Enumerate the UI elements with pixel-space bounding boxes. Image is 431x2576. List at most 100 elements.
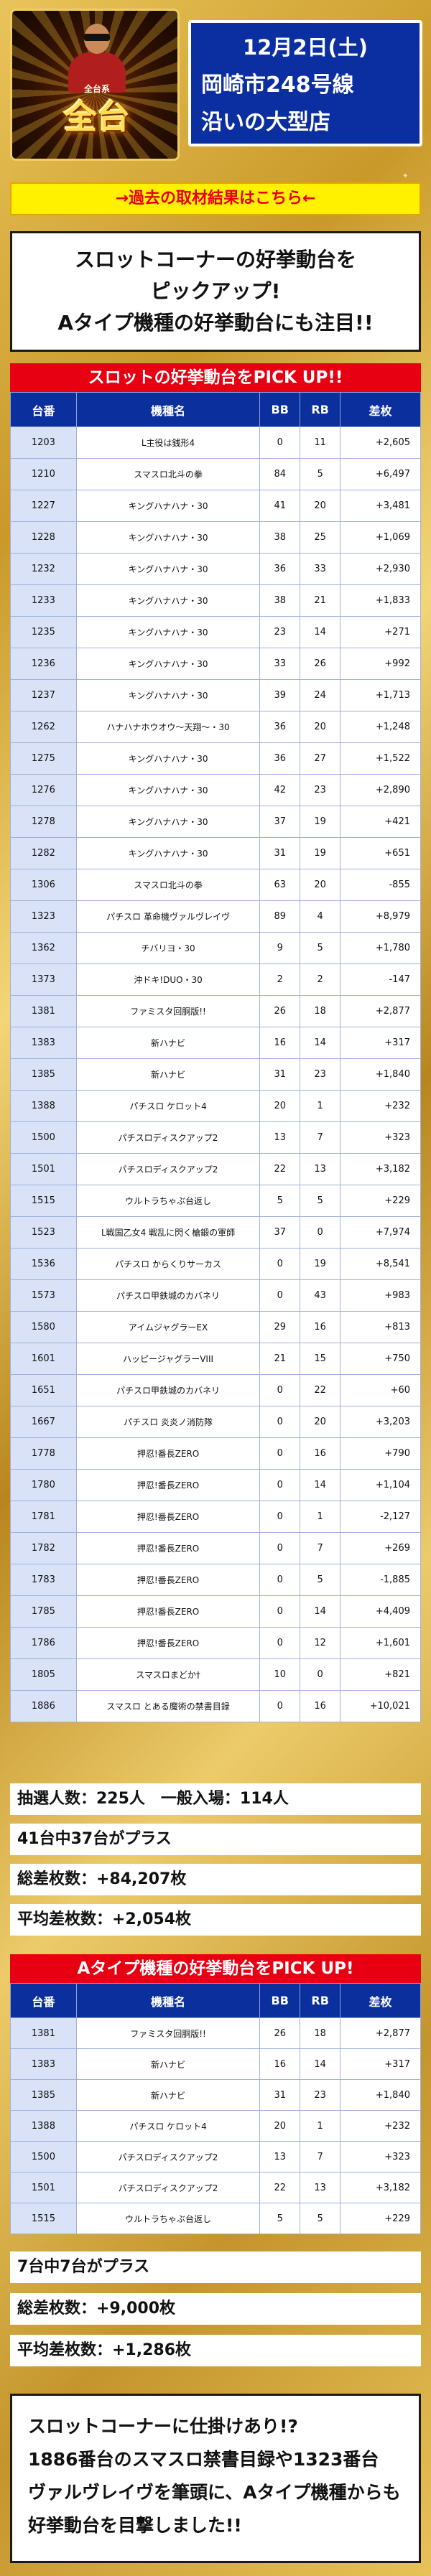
diff-cell: +1,780 [340,932,421,964]
machine-number-cell: 1227 [10,490,77,522]
rb-cell: 19 [300,1248,341,1280]
machine-number-cell: 1236 [10,648,77,680]
machine-number-cell: 1235 [10,616,77,648]
table-header-row: 台番 機種名 BB RB 差枚 [10,1983,421,2018]
diff-cell: +1,833 [340,584,421,617]
machine-name-cell: ウルトラちゃぶ台返し [75,1185,261,1217]
table-row: 1278 キングハナハナ・30 37 19 +421 [10,806,421,838]
bb-cell: 38 [259,521,301,554]
diff-cell: +2,877 [340,995,421,1027]
machine-name-cell: キングハナハナ・30 [75,837,261,869]
machine-name-cell: パチスロ甲鉄城のカバネリ [75,1279,261,1312]
table-row: 1778 押忍!番長ZERO 0 16 +790 [10,1437,421,1470]
atype-pickup-table: 台番 機種名 BB RB 差枚 1381 ファミスタ回胴版!! 26 18 +2,877… [10,1983,421,2234]
col-header-diff: 差枚 [340,1983,421,2018]
bb-cell: 0 [259,1532,301,1564]
rb-cell: 1 [300,1090,341,1122]
rb-cell: 12 [300,1627,341,1659]
diff-cell: +229 [340,2203,421,2234]
diff-cell: +992 [340,648,421,680]
bb-cell: 16 [259,2048,301,2080]
past-results-link[interactable]: →過去の取材結果はこちら← [10,182,421,215]
table-row: 1886 スマスロ とある魔術の禁書目録 0 16 +10,021 [10,1690,421,1722]
machine-name-cell: 押忍!番長ZERO [75,1437,261,1470]
machine-name-cell: キングハナハナ・30 [75,490,261,522]
bb-cell: 2 [259,963,301,996]
rb-cell: 21 [300,584,341,617]
bb-cell: 5 [259,1185,301,1217]
rb-cell: 23 [300,1058,341,1091]
rb-cell: 18 [300,995,341,1027]
bb-cell: 0 [259,426,301,459]
diff-cell: +3,182 [340,1153,421,1185]
table-row: 1500 パチスロディスクアップ2 13 7 +323 [10,1121,421,1154]
table-row: 1383 新ハナビ 16 14 +317 [10,1027,421,1059]
table-row: 1651 パチスロ甲鉄城のカバネリ 0 22 +60 [10,1374,421,1406]
bb-cell: 22 [259,1153,301,1185]
rb-cell: 14 [300,1595,341,1628]
atype-pickup-title: Aタイプ機種の好挙動台をPICK UP! [10,1954,421,1983]
rb-cell: 20 [300,869,341,901]
rb-cell: 19 [300,806,341,838]
bb-cell: 31 [259,2079,301,2111]
diff-cell: -855 [340,869,421,901]
machine-number-cell: 1782 [10,1532,77,1564]
table-row: 1210 スマスロ北斗の拳 84 5 +6,497 [10,458,421,490]
machine-number-cell: 1262 [10,711,77,743]
diff-cell: +269 [340,1532,421,1564]
machine-name-cell: パチスロ ケロット4 [75,1090,261,1122]
event-location-line2: 沿いの大型店 [201,110,330,135]
machine-number-cell: 1306 [10,869,77,901]
bb-cell: 26 [259,995,301,1027]
diff-cell: +1,069 [340,521,421,554]
diff-cell: +2,890 [340,774,421,806]
rb-cell: 15 [300,1343,341,1375]
bb-cell: 16 [259,1027,301,1059]
col-header-bb: BB [259,392,301,427]
col-header-rb: RB [300,392,341,427]
rb-cell: 1 [300,2110,341,2142]
diff-cell: +6,497 [340,458,421,490]
rb-cell: 5 [300,458,341,490]
bb-cell: 31 [259,1058,301,1091]
bb-cell: 84 [259,458,301,490]
table-row: 1515 ウルトラちゃぶ台返し 5 5 +229 [10,2203,421,2234]
machine-name-cell: 押忍!番長ZERO [75,1564,261,1596]
intro-line: Aタイプ機種の好挙動台にも注目!! [57,311,374,335]
rb-cell: 14 [300,2048,341,2080]
machine-number-cell: 1278 [10,806,77,838]
rb-cell: 16 [300,1690,341,1722]
diff-cell: +3,182 [340,2172,421,2203]
machine-name-cell: パチスロ 革命機ヴァルヴレイヴ [75,900,261,933]
table-row: 1573 パチスロ甲鉄城のカバネリ 0 43 +983 [10,1279,421,1312]
table-row: 1536 パチスロ からくりサーカス 0 19 +8,541 [10,1248,421,1280]
table-row: 1782 押忍!番長ZERO 0 7 +269 [10,1532,421,1564]
machine-number-cell: 1323 [10,900,77,933]
bb-cell: 36 [259,553,301,585]
diff-cell: -147 [340,963,421,996]
atype-average-diff: 平均差枚数：+1,286枚 [10,2335,421,2366]
intro-line: ピックアップ! [150,279,281,303]
rb-cell: 5 [300,1185,341,1217]
rb-cell: 23 [300,774,341,806]
diff-cell: +750 [340,1343,421,1375]
machine-name-cell: 押忍!番長ZERO [75,1627,261,1659]
bb-cell: 0 [259,1564,301,1596]
rb-cell: 4 [300,900,341,933]
rb-cell: 24 [300,679,341,711]
rb-cell: 16 [300,1311,341,1343]
diff-cell: +229 [340,1185,421,1217]
machine-number-cell: 1515 [10,1185,77,1217]
rb-cell: 7 [300,1532,341,1564]
total-diff: 総差枚数：+84,207枚 [10,1864,421,1895]
event-info-box: 12月2日(土) 岡崎市248号線 沿いの大型店 [188,20,422,146]
machine-number-cell: 1210 [10,458,77,490]
machine-number-cell: 1388 [10,2110,77,2142]
closing-message-box: スロットコーナーに仕掛けあり!? 1886番台のスマスロ禁書目録や1323番台 … [10,2394,421,2563]
machine-number-cell: 1805 [10,1658,77,1691]
machine-name-cell: キングハナハナ・30 [75,616,261,648]
bb-cell: 37 [259,1216,301,1249]
table-row: 1580 アイムジャグラーEX 29 16 +813 [10,1311,421,1343]
table-header-row: 台番 機種名 BB RB 差枚 [10,392,421,427]
rb-cell: 33 [300,553,341,585]
